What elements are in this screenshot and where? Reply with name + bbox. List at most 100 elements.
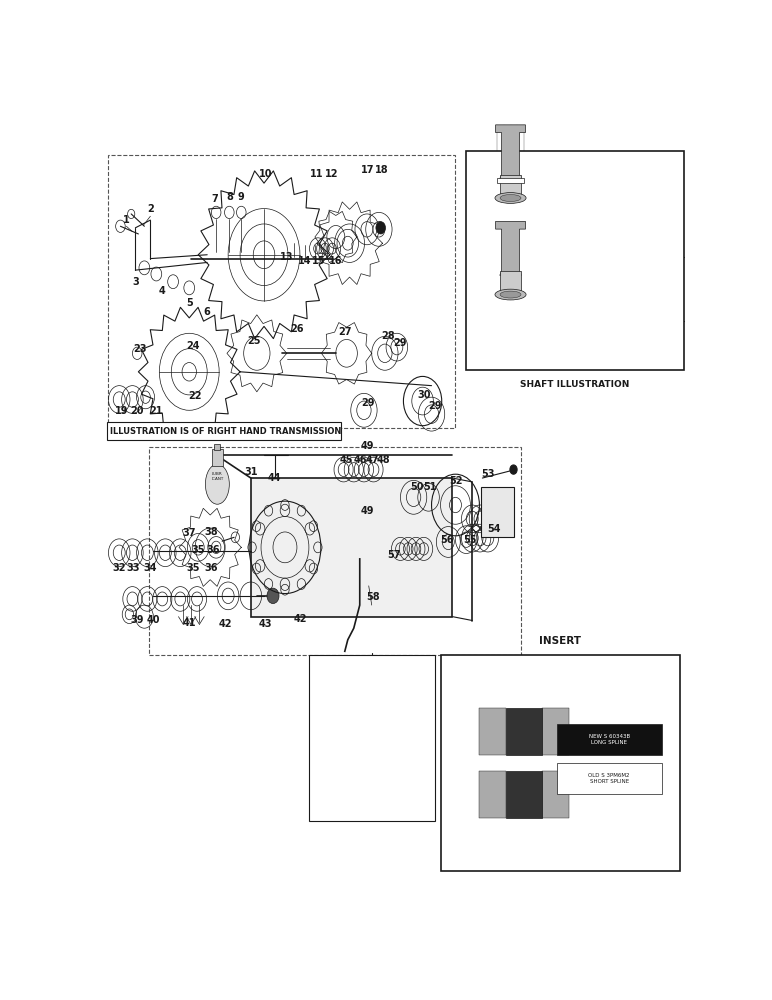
Text: IMPROVED STYLE SHAFT: IMPROVED STYLE SHAFT [517, 303, 632, 312]
Text: 62: 62 [418, 692, 431, 702]
Ellipse shape [495, 193, 526, 203]
Text: 60: 60 [418, 675, 431, 685]
Text: 61: 61 [412, 780, 425, 790]
Polygon shape [251, 478, 452, 617]
Text: 43: 43 [606, 174, 623, 187]
Text: 36: 36 [206, 545, 220, 555]
Text: 12: 12 [325, 169, 338, 179]
Ellipse shape [500, 291, 521, 298]
Text: 13: 13 [280, 252, 293, 262]
Text: 7: 7 [212, 194, 218, 204]
Text: 43: 43 [259, 619, 273, 629]
Text: 61: 61 [418, 726, 431, 736]
Text: 66: 66 [310, 759, 323, 769]
Text: 3: 3 [132, 277, 139, 287]
Text: 27: 27 [338, 327, 351, 337]
Text: 30: 30 [417, 390, 431, 400]
Text: 39: 39 [130, 615, 144, 625]
Text: 37: 37 [182, 528, 196, 538]
Text: 65: 65 [418, 759, 431, 769]
Text: 51: 51 [424, 482, 437, 492]
Bar [499, 271, 521, 295]
Text: 15: 15 [313, 256, 326, 266]
Text: 24: 24 [187, 341, 200, 351]
Text: 25: 25 [247, 336, 261, 346]
Text: BEFORE ORDERING, DETERMINE
WHICH STYLE SHAFT YOU HAVE.: BEFORE ORDERING, DETERMINE WHICH STYLE S… [506, 333, 644, 353]
Text: 2: 2 [147, 204, 154, 214]
Text: 53: 53 [481, 469, 495, 479]
Text: 61: 61 [418, 743, 431, 753]
Bar [506, 771, 542, 818]
Text: 29: 29 [393, 338, 407, 348]
Bar [506, 708, 542, 755]
Circle shape [367, 708, 377, 720]
Bar [542, 771, 569, 818]
Circle shape [267, 588, 279, 604]
Text: 60: 60 [418, 686, 431, 696]
Bar [542, 708, 569, 755]
Text: NEW S 60343B
LONG SPLINE: NEW S 60343B LONG SPLINE [589, 734, 630, 745]
Text: 63: 63 [412, 733, 425, 743]
Text: 33: 33 [127, 563, 141, 573]
Text: 49: 49 [361, 441, 374, 451]
Text: 61: 61 [310, 692, 323, 702]
Text: 1.0": 1.0" [590, 730, 601, 735]
Text: 41: 41 [182, 618, 196, 628]
Text: 34: 34 [144, 563, 157, 573]
Text: 1: 1 [123, 215, 130, 225]
Bar [479, 771, 506, 818]
Bar [497, 178, 523, 183]
Polygon shape [496, 221, 526, 275]
Bar [481, 487, 514, 537]
Text: 60: 60 [412, 686, 425, 696]
Text: 58: 58 [367, 592, 381, 602]
Text: 20: 20 [130, 406, 144, 416]
Ellipse shape [500, 195, 521, 201]
Text: 49: 49 [361, 506, 374, 516]
Text: 50: 50 [410, 482, 423, 492]
Text: 32: 32 [113, 563, 126, 573]
Ellipse shape [205, 464, 229, 504]
Text: OLD S 3PM6M2
SHORT SPLINE: OLD S 3PM6M2 SHORT SPLINE [588, 773, 630, 784]
Text: 60: 60 [320, 780, 334, 790]
Text: 6: 6 [204, 307, 211, 317]
Text: 47: 47 [366, 455, 379, 465]
Text: 17: 17 [361, 165, 374, 175]
Text: SNAP RING
GROOVE: SNAP RING GROOVE [603, 164, 651, 184]
Bar [215, 444, 220, 450]
Text: 42: 42 [293, 614, 306, 624]
Bar [107, 422, 340, 440]
Text: ILLUSTRATION IS OF RIGHT HAND TRANSMISSION: ILLUSTRATION IS OF RIGHT HAND TRANSMISSI… [110, 427, 342, 436]
Bar [499, 175, 521, 198]
Text: SPROCKET: SPROCKET [590, 679, 635, 688]
Text: 60: 60 [310, 743, 323, 753]
Text: 61: 61 [412, 757, 425, 767]
Bar [149, 447, 521, 655]
Text: 66: 66 [320, 804, 334, 814]
Text: 63: 63 [418, 709, 431, 719]
Text: ORIGINAL  STYLE SHAFT: ORIGINAL STYLE SHAFT [518, 234, 631, 243]
Text: 45: 45 [340, 455, 354, 465]
Text: 62: 62 [412, 709, 425, 719]
Text: 54: 54 [487, 524, 500, 534]
Bar [108, 155, 455, 428]
Text: 36: 36 [205, 563, 218, 573]
Bar [212, 449, 223, 466]
Text: 16: 16 [328, 256, 342, 266]
Text: SHAFT ILLUSTRATION: SHAFT ILLUSTRATION [520, 380, 629, 389]
Text: 1.5": 1.5" [590, 790, 601, 795]
Text: 19: 19 [115, 406, 128, 416]
Text: 14: 14 [298, 256, 311, 266]
Text: 26: 26 [290, 324, 303, 334]
Text: 28: 28 [381, 331, 394, 341]
Text: 56: 56 [440, 535, 453, 545]
Text: 27: 27 [457, 679, 478, 694]
Text: 62: 62 [320, 757, 334, 767]
Text: 46: 46 [354, 455, 367, 465]
Text: LUBR
ICANT: LUBR ICANT [212, 472, 224, 481]
Text: 62: 62 [310, 726, 323, 736]
Text: 29: 29 [361, 398, 374, 408]
Text: 23: 23 [133, 344, 147, 354]
Text: 59: 59 [320, 662, 334, 672]
Text: 43: 43 [606, 273, 623, 286]
